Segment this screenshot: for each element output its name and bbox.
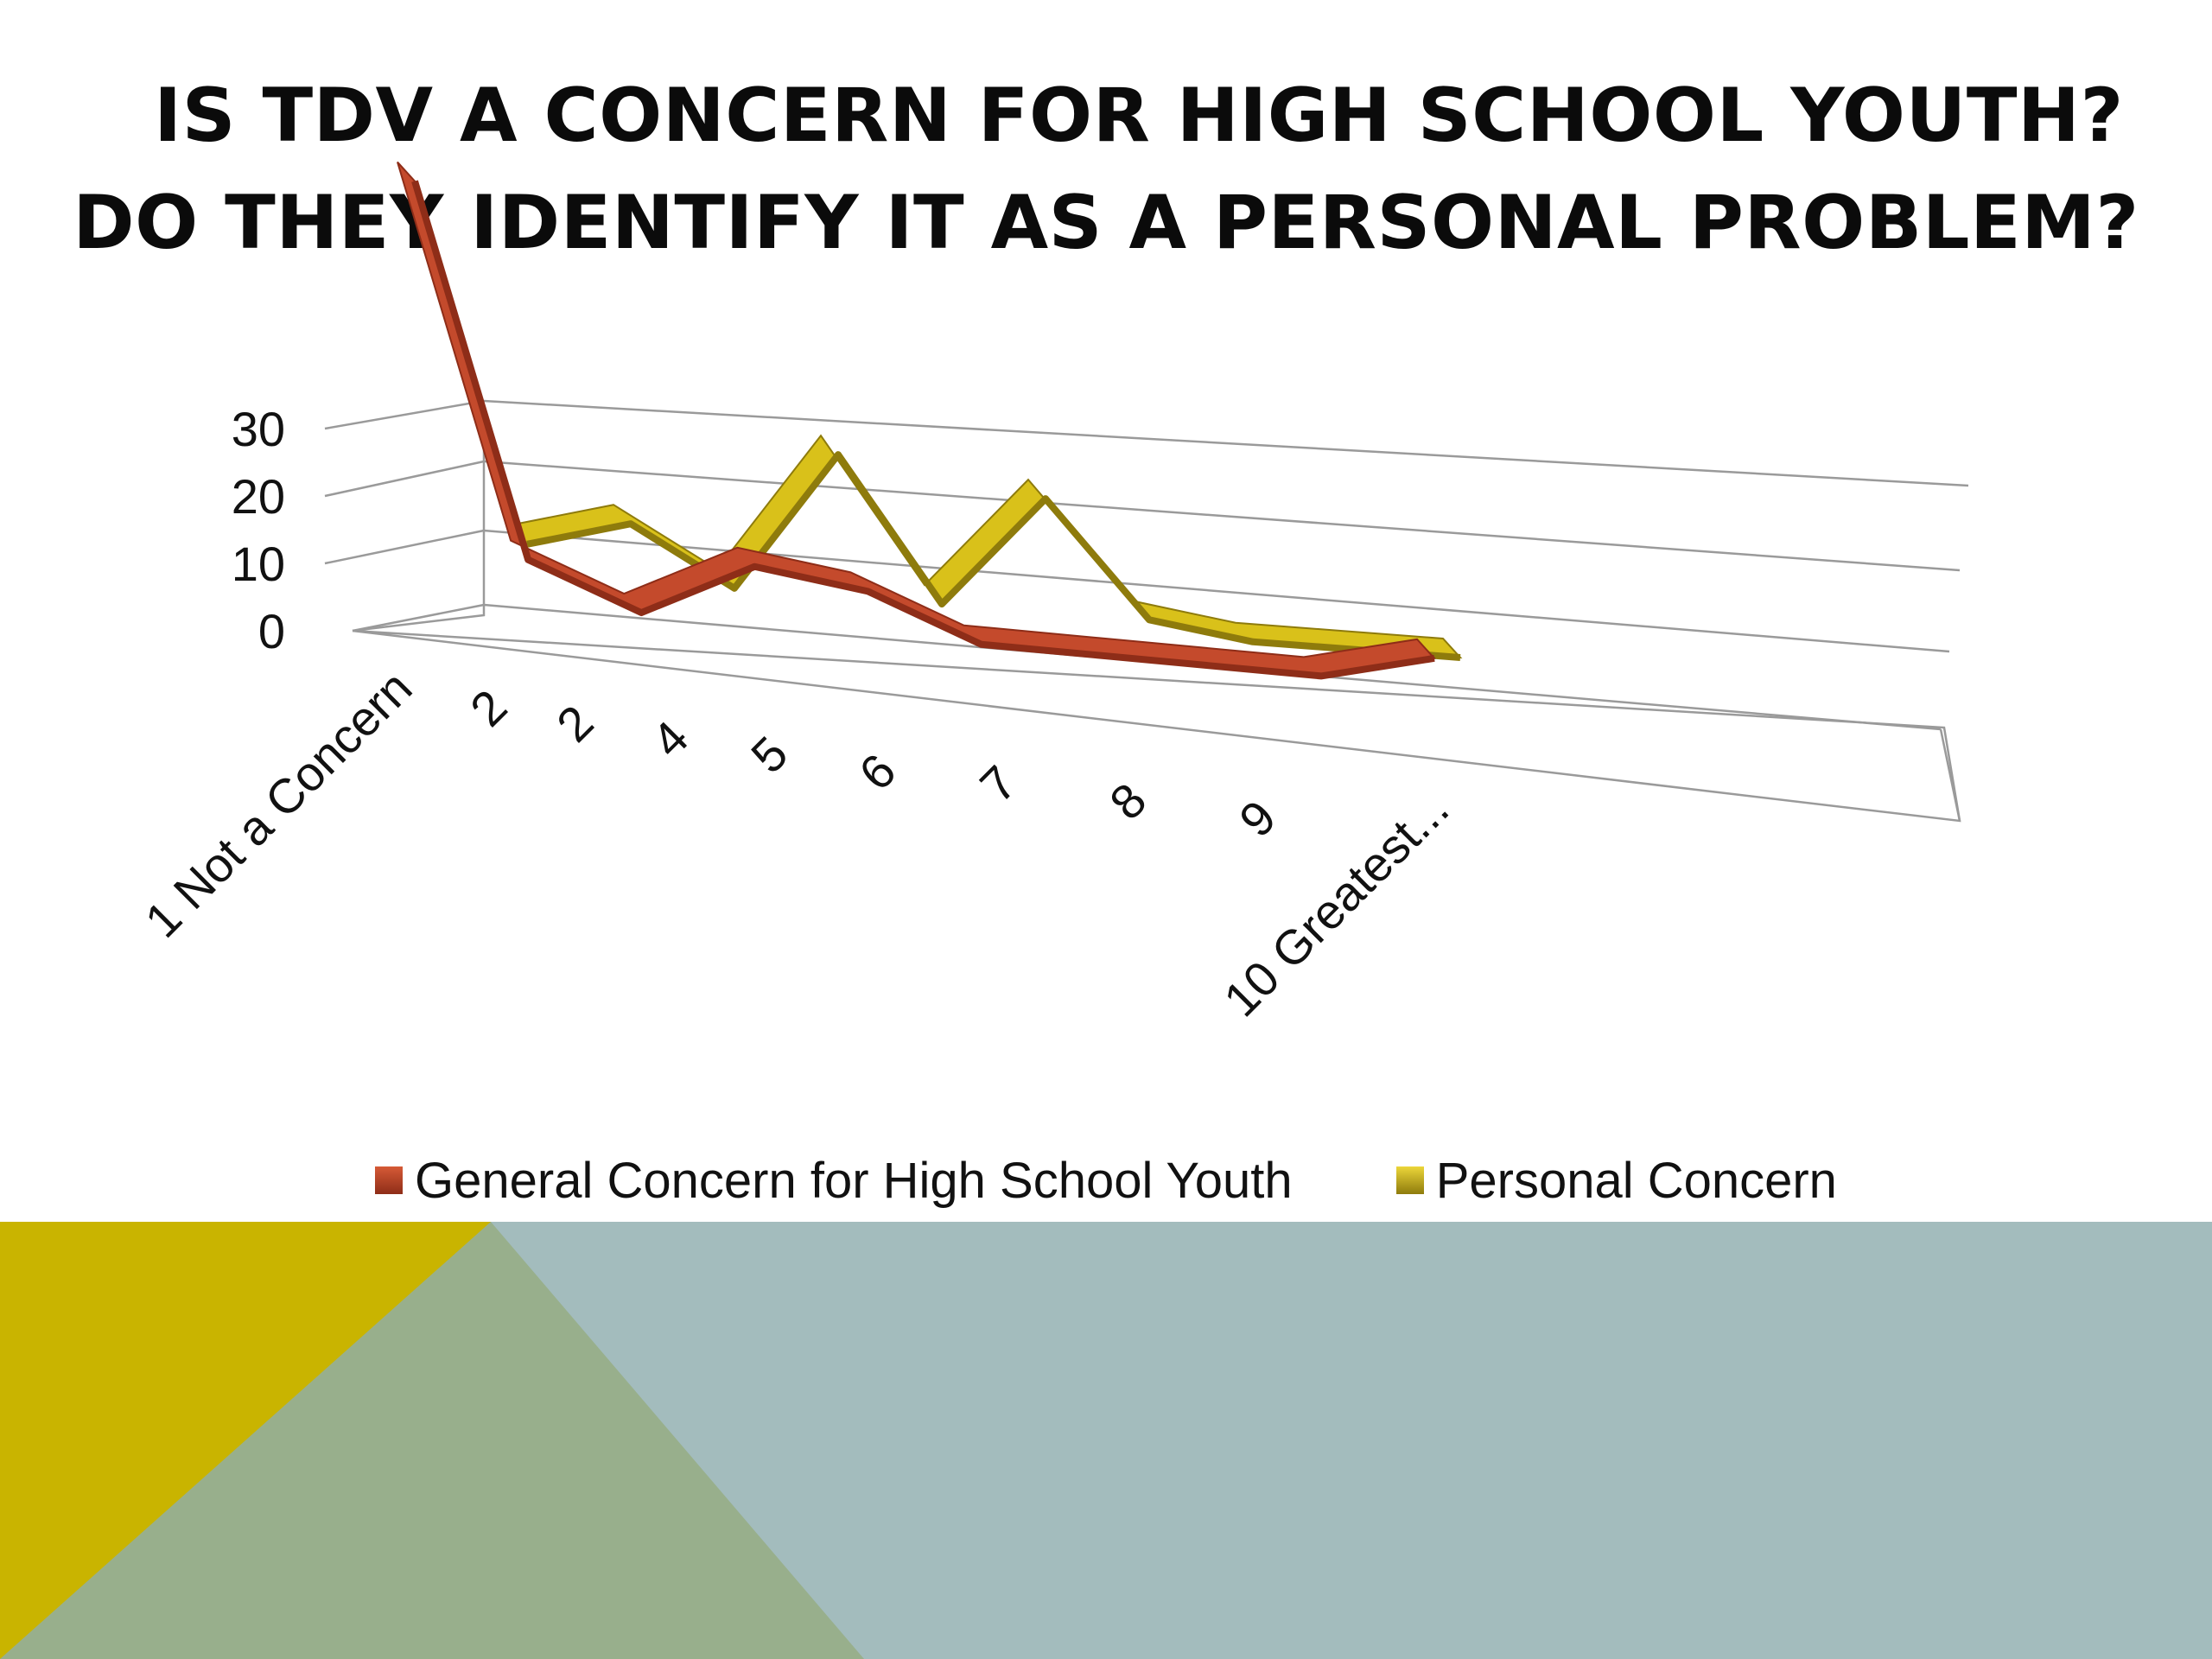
x-tick-label-2: 2 (546, 695, 604, 753)
back-wall-30 (483, 399, 1969, 487)
series-ribbon-shade-personal (526, 451, 1461, 661)
legend-item-general: General Concern for High School Youth (375, 1152, 1293, 1210)
data-point-general-8 (1312, 665, 1313, 667)
data-point-personal-4 (932, 594, 934, 595)
legend-item-personal: Personal Concern (1395, 1152, 1837, 1210)
series-ribbon-general (397, 161, 1436, 677)
legend-label-general: General Concern for High School Youth (415, 1152, 1293, 1209)
data-point-personal-6 (1140, 609, 1141, 611)
x-tick-label-6: 7 (969, 755, 1027, 813)
decorative-footer (0, 1222, 2212, 1659)
x-tick-label-1: 2 (460, 679, 518, 737)
data-point-personal-9 (1451, 647, 1452, 649)
data-point-general-0 (405, 171, 407, 173)
left-wall-10 (324, 529, 485, 565)
left-wall (352, 406, 486, 632)
data-point-personal-1 (621, 513, 623, 515)
data-point-general-1 (518, 550, 520, 551)
floor-edge (352, 629, 1961, 823)
series-ribbon-shade-general (411, 180, 1435, 680)
x-tick-label-7: 8 (1099, 772, 1157, 830)
legend-label-personal: Personal Concern (1435, 1152, 1837, 1209)
y-tick-label-10: 10 (232, 537, 285, 591)
chart-legend: General Concern for High School Youth Pe… (0, 1147, 2212, 1213)
left-wall-top (324, 399, 485, 430)
footer-band-gold (0, 1222, 491, 1659)
title-line-1: IS TDV A CONCERN FOR HIGH SCHOOL YOUTH? (154, 73, 2124, 159)
data-point-personal-3 (829, 444, 830, 446)
data-point-general-5 (972, 634, 974, 636)
data-point-general-2 (632, 602, 633, 604)
left-wall-0 (352, 603, 485, 632)
x-tick-label-3: 4 (641, 710, 699, 768)
x-tick-label-5: 6 (849, 743, 906, 801)
gridline-3 (325, 213, 1951, 267)
data-point-general-7 (1198, 655, 1200, 657)
data-point-personal-7 (1243, 632, 1245, 633)
y-tick-label-20: 20 (232, 469, 285, 524)
data-point-personal-8 (1347, 639, 1349, 641)
y-axis-ticks: 0 10 20 30 (232, 402, 285, 658)
gridline-2 (325, 352, 1951, 395)
series-ribbon-personal (508, 434, 1463, 659)
data-point-personal-5 (1036, 488, 1038, 490)
data-point-general-6 (1085, 645, 1087, 646)
x-tick-label-4: 5 (741, 726, 798, 784)
y-tick-label-0: 0 (258, 604, 285, 658)
data-point-general-4 (858, 581, 860, 582)
y-tick-label-30: 30 (232, 402, 285, 456)
chart-series (397, 161, 1463, 680)
left-wall-20 (324, 460, 485, 498)
data-point-general-9 (1425, 648, 1427, 650)
right-edge (1939, 728, 1961, 822)
x-tick-label-8: 9 (1229, 790, 1287, 848)
legend-swatch-personal (1395, 1166, 1424, 1194)
x-tick-label-0: 1 Not a Concern (135, 660, 423, 948)
data-point-general-3 (745, 556, 747, 558)
x-axis-ticks: 1 Not a Concern 2 2 4 5 6 7 8 910 Greatest... (135, 660, 1459, 1027)
back-wall-20 (483, 460, 1961, 572)
legend-swatch-general (375, 1166, 404, 1194)
